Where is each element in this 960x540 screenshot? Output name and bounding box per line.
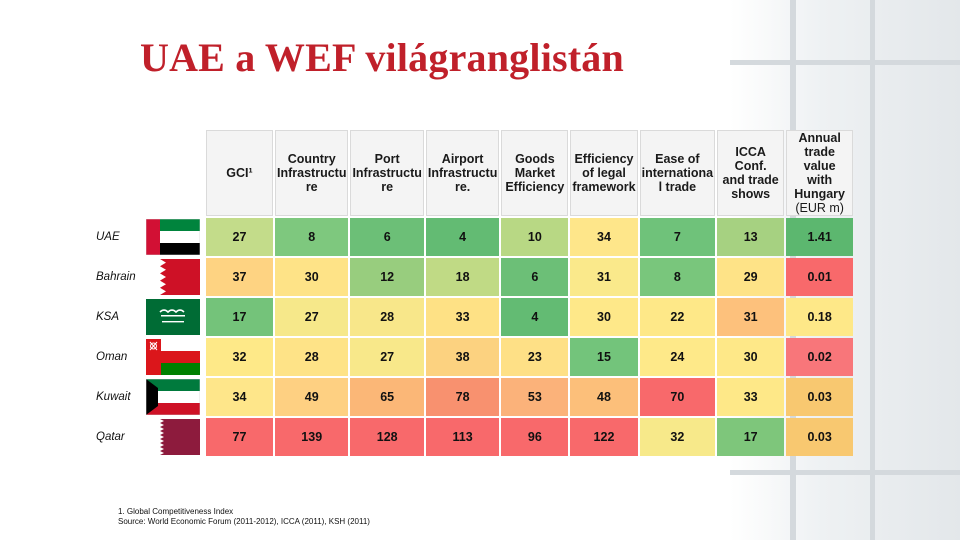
table-row: KSA 17 27 28 33 4 30 22 31 0.18 (96, 298, 854, 336)
country-name: UAE (96, 231, 120, 243)
rank-cell: 8 (275, 218, 349, 256)
rank-cell: 33 (425, 298, 500, 336)
rank-cell: 128 (350, 418, 424, 456)
rank-cell: 22 (639, 298, 716, 336)
oman-flag (142, 338, 204, 376)
header-row: GCI¹ Country Infrastructu re Port Infrastru… (96, 130, 854, 216)
rank-cell: 18 (425, 258, 500, 296)
rank-cell: 77 (206, 418, 273, 456)
header-country-infrastructure: Country Infrastructu re (275, 130, 349, 216)
rank-cell: 17 (206, 298, 273, 336)
rank-cell: 0.03 (786, 378, 854, 416)
rank-cell: 48 (570, 378, 638, 416)
rank-cell: 10 (501, 218, 569, 256)
header-port-infrastructure: Port Infrastructu re (350, 130, 424, 216)
rank-cell: 78 (425, 378, 500, 416)
rank-cell: 38 (425, 338, 500, 376)
rank-cell: 28 (350, 298, 424, 336)
rank-cell: 49 (275, 378, 349, 416)
rank-cell: 70 (639, 378, 716, 416)
header-blank (142, 130, 204, 216)
rank-cell: 12 (350, 258, 424, 296)
table-row: Kuwait 34 49 65 78 53 48 70 33 0.03 (96, 378, 854, 416)
rank-cell: 4 (501, 298, 569, 336)
rank-cell: 31 (717, 298, 785, 336)
header-airport-infrastructure: Airport Infrastructu re. (425, 130, 500, 216)
rank-cell: 37 (206, 258, 273, 296)
table-body: UAE 27 8 6 4 10 34 7 13 1.41 Bahrain 37 30 12 18 6 31 8 29… (96, 218, 854, 456)
country-name: Qatar (96, 431, 125, 443)
rank-cell: 30 (275, 258, 349, 296)
rank-cell: 0.18 (786, 298, 854, 336)
country-name: KSA (96, 311, 120, 323)
rank-cell: 33 (717, 378, 785, 416)
rank-cell: 17 (717, 418, 785, 456)
rank-cell: 24 (639, 338, 716, 376)
country-name: Kuwait (96, 391, 131, 403)
bahrain-flag (142, 258, 204, 296)
rank-cell: 30 (570, 298, 638, 336)
header-annual-trade-value: Annual trade value with Hungary (EUR m) (786, 130, 854, 216)
header-goods-market-efficiency: Goods Market Efficiency (501, 130, 569, 216)
rank-cell: 23 (501, 338, 569, 376)
footnote: 1. Global Competitiveness Index Source: … (118, 507, 370, 527)
table-row: UAE 27 8 6 4 10 34 7 13 1.41 (96, 218, 854, 256)
uae-flag (142, 218, 204, 256)
table-row: Qatar 77 139 128 113 96 122 32 17 0.03 (96, 418, 854, 456)
rank-cell: 139 (275, 418, 349, 456)
rank-cell: 30 (717, 338, 785, 376)
rank-cell: 32 (639, 418, 716, 456)
rank-cell: 29 (717, 258, 785, 296)
footnote-gci: 1. Global Competitiveness Index (118, 507, 234, 516)
rank-cell: 53 (501, 378, 569, 416)
rank-cell: 1.41 (786, 218, 854, 256)
rank-cell: 15 (570, 338, 638, 376)
header-gci: GCI¹ (206, 130, 273, 216)
rank-cell: 34 (570, 218, 638, 256)
header-icca-conf: ICCA Conf. and trade shows (717, 130, 785, 216)
country-name: Bahrain (96, 271, 136, 283)
rank-cell: 65 (350, 378, 424, 416)
rank-cell: 0.01 (786, 258, 854, 296)
footnote-source: Source: World Economic Forum (2011-2012)… (118, 517, 370, 526)
rank-cell: 4 (425, 218, 500, 256)
country-name: Oman (96, 351, 128, 363)
header-blank (96, 130, 140, 216)
rank-cell: 28 (275, 338, 349, 376)
rank-cell: 27 (206, 218, 273, 256)
rank-cell: 113 (425, 418, 500, 456)
table-row: Oman 32 28 27 38 23 15 24 30 0.02 (96, 338, 854, 376)
rank-cell: 7 (639, 218, 716, 256)
ranking-table: GCI¹ Country Infrastructu re Port Infrastru… (94, 128, 855, 458)
rank-cell: 96 (501, 418, 569, 456)
rank-cell: 8 (639, 258, 716, 296)
rank-cell: 34 (206, 378, 273, 416)
rank-cell: 27 (275, 298, 349, 336)
table-row: Bahrain 37 30 12 18 6 31 8 29 0.01 (96, 258, 854, 296)
rank-cell: 13 (717, 218, 785, 256)
rank-cell: 6 (501, 258, 569, 296)
rank-cell: 0.02 (786, 338, 854, 376)
rank-cell: 6 (350, 218, 424, 256)
rank-cell: 32 (206, 338, 273, 376)
rank-cell: 0.03 (786, 418, 854, 456)
slide-title: UAE a WEF világranglistán (140, 35, 624, 80)
qatar-flag (142, 418, 204, 456)
kuwait-flag (142, 378, 204, 416)
ksa-flag (142, 298, 204, 336)
rank-cell: 27 (350, 338, 424, 376)
rank-cell: 122 (570, 418, 638, 456)
header-legal-framework: Efficiency of legal framework (570, 130, 638, 216)
header-international-trade: Ease of internationa l trade (639, 130, 716, 216)
rank-cell: 31 (570, 258, 638, 296)
